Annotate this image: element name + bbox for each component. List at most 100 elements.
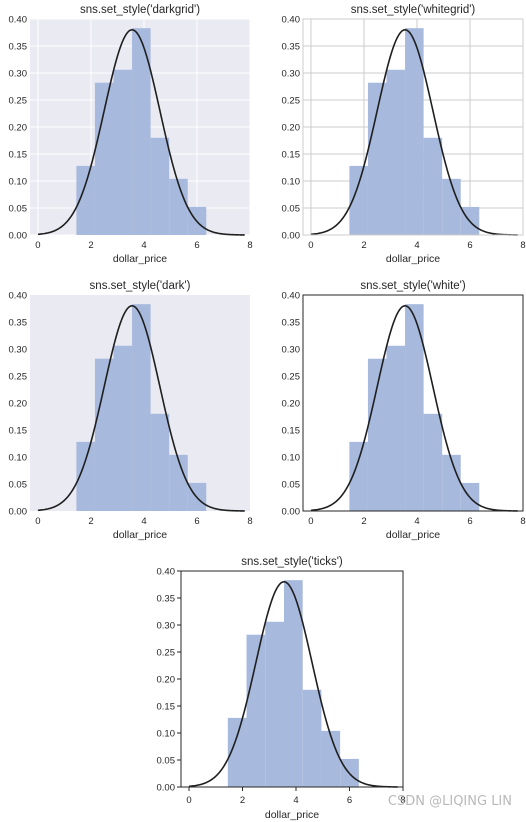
y-tick-label: 0.40 — [282, 15, 301, 26]
histogram-bar — [246, 634, 266, 787]
x-tick-label: 0 — [308, 516, 313, 527]
kde-curve — [37, 29, 245, 236]
y-tick-label: 0.25 — [157, 648, 176, 659]
y-tick-label: 0.10 — [157, 729, 176, 740]
panel-darkgrid: 0.00 0.05 0.10 0.15 0.20 0.25 0.30 0.35 0.40 0 2 4 6… — [9, 4, 253, 265]
y-tick-label: 0.35 — [9, 42, 28, 53]
y-tick-label: 0.15 — [9, 150, 28, 161]
histogram-bar — [150, 137, 170, 235]
histogram-bar — [349, 165, 368, 235]
x-axis-label: dollar_price — [113, 529, 167, 541]
plot-title: sns.set_style('ticks') — [241, 556, 343, 568]
histogram-bar — [423, 137, 443, 235]
x-tick-label: 2 — [361, 240, 366, 251]
y-tick-label: 0.30 — [282, 69, 301, 80]
y-tick-label: 0.05 — [9, 204, 28, 215]
histogram-bar — [405, 304, 424, 511]
plot-title: sns.set_style('darkgrid') — [80, 4, 200, 16]
histogram-bar — [321, 730, 341, 787]
histogram-bar — [423, 413, 443, 511]
x-tick-label: 2 — [361, 516, 366, 527]
y-tick-label: 0.30 — [9, 69, 28, 80]
y-tick-label: 0.30 — [157, 621, 176, 632]
y-tick-label: 0.40 — [9, 15, 28, 26]
y-tick-label: 0.20 — [282, 123, 301, 134]
y-tick-label: 0.35 — [9, 318, 28, 329]
y-tick-label: 0.15 — [282, 426, 301, 437]
x-axis-label: dollar_price — [386, 253, 440, 265]
panel-ticks: 0.00 0.05 0.10 0.15 0.20 0.25 0.30 0.35 0.40 0 2 4 6… — [157, 556, 406, 821]
histogram-bar — [169, 178, 188, 235]
x-tick-label: 4 — [414, 516, 419, 527]
histogram-bar — [386, 345, 406, 511]
y-tick-label: 0.00 — [157, 783, 176, 794]
plot-title: sns.set_style('dark') — [90, 280, 191, 292]
y-tick-label: 0.35 — [282, 318, 301, 329]
y-tick-label: 0.25 — [9, 96, 28, 107]
kde-curve — [310, 29, 518, 236]
y-tick-label: 0.20 — [9, 123, 28, 134]
plot-title: sns.set_style('white') — [360, 280, 466, 292]
y-tick-label: 0.05 — [157, 756, 176, 767]
kde-curve — [188, 581, 398, 788]
y-tick-label: 0.00 — [9, 231, 28, 242]
histogram-bar — [132, 28, 151, 236]
x-tick-label: 8 — [400, 795, 405, 806]
plot-title: sns.set_style('whitegrid') — [351, 4, 476, 16]
histogram-bar — [169, 454, 188, 511]
x-tick-label: 8 — [247, 516, 252, 527]
histogram-bar — [367, 82, 387, 235]
axes-frame — [302, 294, 524, 512]
panel-whitegrid: 0.00 0.05 0.10 0.15 0.20 0.25 0.30 0.35 0.40 0 2 4 6… — [282, 4, 526, 265]
histogram-bar — [386, 69, 406, 235]
x-tick-label: 2 — [88, 240, 93, 251]
axes-frame — [302, 18, 524, 236]
histogram-bar — [367, 358, 387, 511]
y-tick-label: 0.30 — [9, 345, 28, 356]
y-tick-label: 0.00 — [282, 231, 301, 242]
x-tick-label: 2 — [88, 516, 93, 527]
x-tick-label: 0 — [308, 240, 313, 251]
x-tick-label: 4 — [141, 516, 146, 527]
x-tick-label: 8 — [520, 516, 525, 527]
x-tick-label: 6 — [347, 795, 352, 806]
x-tick-label: 0 — [35, 240, 40, 251]
x-tick-label: 6 — [467, 516, 472, 527]
y-tick-label: 0.40 — [157, 567, 176, 578]
histogram-bar — [113, 345, 133, 511]
watermark: CSDN @LIQING LIN — [387, 794, 512, 809]
x-tick-label: 2 — [240, 795, 245, 806]
x-tick-label: 6 — [194, 240, 199, 251]
y-tick-label: 0.35 — [282, 42, 301, 53]
x-tick-label: 0 — [35, 516, 40, 527]
y-tick-label: 0.00 — [282, 507, 301, 518]
x-tick-label: 0 — [186, 795, 191, 806]
x-tick-label: 8 — [520, 240, 525, 251]
y-tick-label: 0.20 — [9, 399, 28, 410]
y-tick-label: 0.05 — [282, 204, 301, 215]
y-tick-label: 0.10 — [282, 453, 301, 464]
histogram-bar — [405, 28, 424, 236]
y-tick-label: 0.10 — [9, 177, 28, 188]
x-tick-label: 4 — [414, 240, 419, 251]
histogram-bar — [283, 580, 303, 787]
y-tick-label: 0.30 — [282, 345, 301, 356]
x-axis-label: dollar_price — [386, 529, 440, 541]
y-tick-label: 0.25 — [282, 96, 301, 107]
histogram-bar — [265, 621, 284, 787]
histogram-bar — [442, 178, 461, 235]
y-tick-label: 0.20 — [282, 399, 301, 410]
histogram-bar — [150, 413, 170, 511]
x-tick-label: 8 — [247, 240, 252, 251]
y-tick-label: 0.15 — [157, 702, 176, 713]
histogram-bar — [76, 441, 95, 511]
x-tick-label: 4 — [293, 795, 298, 806]
panel-dark: 0.00 0.05 0.10 0.15 0.20 0.25 0.30 0.35 0.40 0 2 4 6… — [9, 280, 253, 541]
histogram-bar — [302, 689, 322, 787]
histogram-bar — [94, 82, 114, 235]
histogram-bar — [227, 717, 247, 787]
panel-white: 0.00 0.05 0.10 0.15 0.20 0.25 0.30 0.35 0.40 0 2 4 6… — [282, 280, 526, 541]
y-tick-label: 0.05 — [282, 480, 301, 491]
x-tick-label: 6 — [467, 240, 472, 251]
histogram-bar — [132, 304, 151, 511]
